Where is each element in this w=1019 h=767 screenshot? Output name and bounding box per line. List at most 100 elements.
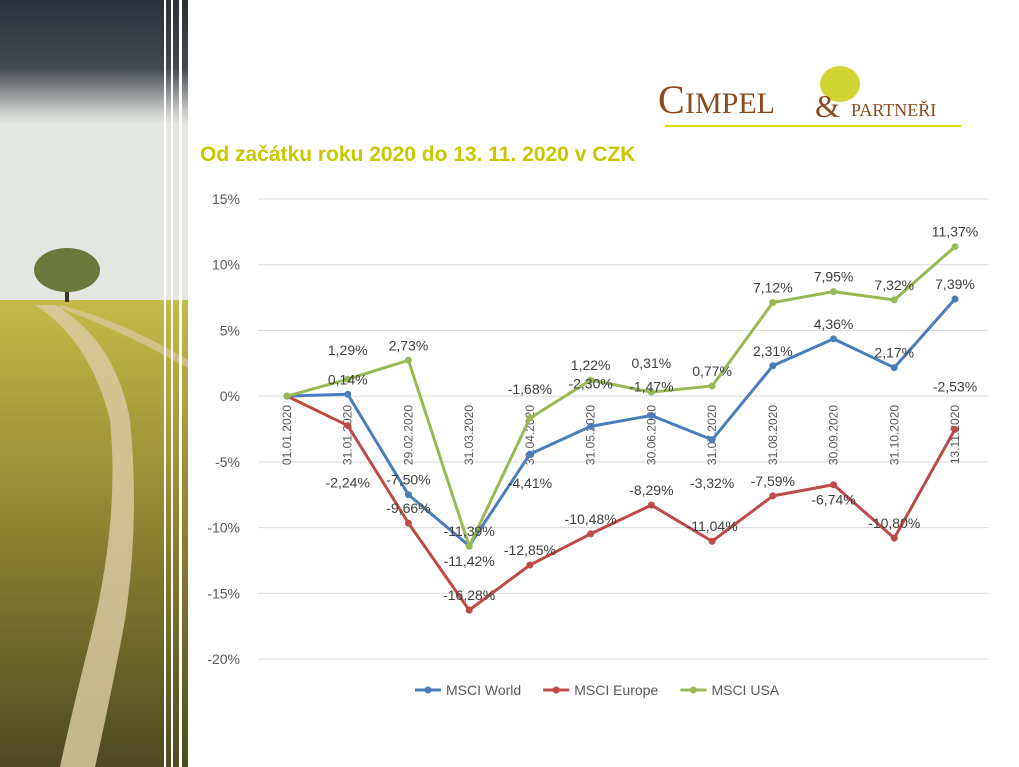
data-point (404, 356, 412, 364)
data-label: -10,80% (868, 515, 920, 531)
legend-marker (689, 686, 697, 694)
x-tick-label: 31.03.2020 (462, 405, 476, 465)
data-point (465, 542, 473, 550)
data-point (708, 436, 716, 444)
data-label: 1,29% (328, 342, 368, 358)
data-label: -11,04% (687, 518, 738, 534)
data-point (587, 422, 595, 430)
data-label: 7,39% (935, 276, 975, 292)
data-point (344, 390, 352, 398)
data-label: 7,32% (874, 277, 914, 293)
data-label: -9,66% (386, 500, 430, 516)
data-label: 4,36% (814, 316, 854, 332)
data-point (344, 375, 352, 383)
data-point (647, 388, 655, 396)
data-point (890, 534, 898, 542)
landscape-photo (0, 0, 188, 767)
x-tick-label: 30.04.2020 (523, 405, 537, 465)
data-point (951, 425, 959, 433)
slide-title: Od začátku roku 2020 do 13. 11. 2020 v C… (200, 143, 636, 166)
legend-label: MSCI World (446, 682, 521, 698)
data-point (526, 450, 534, 458)
x-tick-label: 31.10.2020 (887, 405, 901, 465)
x-tick-label: 31.05.2020 (584, 405, 598, 465)
data-point (890, 364, 898, 372)
data-point (708, 537, 716, 545)
data-point (951, 243, 959, 251)
x-tick-label: 30.09.2020 (827, 405, 841, 465)
x-tick-label: 31.01.2020 (341, 405, 355, 465)
data-label: -7,59% (751, 473, 795, 489)
x-tick-label: 01.01.2020 (280, 405, 294, 465)
company-logo: C IMPEL & PARTNEŘI (655, 62, 965, 132)
data-point (587, 530, 595, 538)
data-point (830, 335, 838, 343)
legend-marker (552, 686, 560, 694)
data-label: -2,53% (933, 378, 977, 394)
data-point (890, 296, 898, 304)
data-label: -2,24% (326, 475, 370, 491)
data-label: 0,14% (328, 371, 368, 387)
data-point (587, 376, 595, 384)
data-label: -12,85% (504, 542, 556, 558)
data-label: -2,30% (568, 375, 612, 391)
data-label: 2,73% (389, 337, 429, 353)
data-label: -1,47% (629, 378, 673, 394)
y-tick-label: 0% (220, 388, 240, 404)
x-tick-label: 13.11.2020 (948, 405, 962, 464)
data-point (769, 492, 777, 500)
data-label: 11,37% (932, 224, 978, 240)
legend-label: MSCI USA (711, 682, 779, 698)
x-tick-label: 31.07.2020 (705, 405, 719, 465)
y-tick-label: -5% (215, 454, 240, 470)
svg-text:PARTNEŘI: PARTNEŘI (851, 99, 936, 120)
legend-marker (424, 686, 432, 694)
data-label: 2,31% (753, 343, 793, 359)
data-point (526, 561, 534, 569)
series-line-msci-usa (286, 245, 956, 548)
data-label: 0,31% (632, 355, 672, 371)
data-label: 7,12% (753, 280, 793, 296)
data-point (344, 422, 352, 430)
y-tick-label: 15% (212, 191, 240, 207)
data-label: -3,32% (690, 475, 734, 491)
x-tick-label: 30.06.2020 (644, 405, 658, 465)
data-point (647, 501, 655, 509)
data-label: -6,74% (811, 492, 855, 508)
svg-text:C: C (658, 77, 685, 122)
data-point (647, 411, 655, 419)
svg-text:&: & (815, 88, 840, 124)
data-point (708, 382, 716, 390)
data-point (769, 362, 777, 370)
data-label: -7,50% (386, 472, 430, 488)
data-label: -10,48% (565, 511, 617, 527)
data-label: -1,68% (508, 381, 552, 397)
data-point (404, 491, 412, 499)
svg-text:IMPEL: IMPEL (685, 87, 775, 120)
data-label: -11,39% (444, 523, 495, 539)
data-point (465, 606, 473, 614)
series-line-msci-world (286, 298, 957, 548)
y-tick-label: -10% (207, 520, 240, 536)
legend-label: MSCI Europe (574, 682, 658, 698)
x-tick-label: 29.02.2020 (401, 405, 415, 465)
data-point (404, 519, 412, 527)
data-label: 1,22% (571, 357, 611, 373)
data-label: 2,17% (874, 345, 914, 361)
y-tick-label: -20% (207, 651, 240, 667)
data-point (769, 299, 777, 307)
data-label: -4,41% (508, 475, 552, 491)
data-point (830, 481, 838, 489)
y-tick-label: 5% (220, 322, 240, 338)
data-point (526, 414, 534, 422)
y-tick-label: 10% (212, 257, 240, 273)
data-label: 0,77% (692, 363, 732, 379)
data-label: -16,28% (443, 587, 495, 603)
data-point (283, 392, 291, 400)
y-tick-label: -15% (207, 585, 240, 601)
data-point (951, 295, 959, 303)
data-label: 7,95% (814, 269, 854, 285)
data-point (830, 288, 838, 296)
x-tick-label: 31.08.2020 (766, 405, 780, 465)
data-label: -8,29% (629, 482, 673, 498)
